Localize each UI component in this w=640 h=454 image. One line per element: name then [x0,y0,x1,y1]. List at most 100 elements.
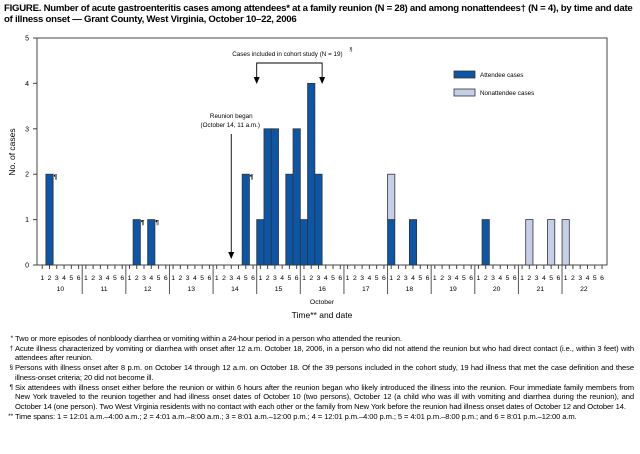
nonattendee-bar [387,173,396,220]
slot-label: 2 [309,275,313,282]
day-label: 18 [406,286,414,293]
attendee-bar [285,173,294,266]
slot-label: 3 [578,275,582,282]
slot-label: 6 [513,275,517,282]
day-label: 11 [100,286,107,293]
slot-label: 6 [208,275,212,282]
legend-label: Attendee cases [480,72,523,79]
legend-swatch [453,70,476,79]
slot-label: 1 [389,275,393,282]
slot-label: 3 [229,275,233,282]
y-axis-label: No. of cases [7,128,17,175]
slot-label: 1 [84,275,88,282]
x-axis-label: Time** and date [292,310,353,320]
day-label: 12 [144,286,152,293]
footnote-mark: ¶ [141,220,145,227]
nonattendee-bar [525,219,534,266]
slot-label: 2 [135,275,139,282]
footnote-mark: ¶ [54,174,58,181]
annotations: Cases included in cohort study (N = 19) §… [201,47,352,259]
slot-label: 3 [447,275,451,282]
attendee-bar [387,219,396,266]
reunion-label: (October 14, 11 a.m.) [201,122,260,129]
slot-label: 4 [280,275,284,282]
attendee-bar [481,219,490,266]
slot-label: 4 [106,275,110,282]
slot-label: 6 [338,275,342,282]
slot-label: 4 [498,275,502,282]
slot-label: 1 [171,275,175,282]
footnote: ¶ Six attendees with illness onset either… [9,382,635,411]
nonattendee-bar [561,219,570,266]
slot-label: 2 [527,275,531,282]
slot-label: 5 [418,275,422,282]
arrowhead [253,77,260,84]
attendee-bar [147,219,156,266]
slot-label: 3 [142,275,146,282]
slot-label: 3 [535,275,539,282]
slot-label: 5 [200,275,204,282]
slot-label: 6 [120,275,124,282]
attendee-bar [241,173,250,266]
slot-label: 2 [571,275,575,282]
slot-label: 4 [542,275,546,282]
slot-label: 6 [557,275,561,282]
slot-label: 2 [91,275,95,282]
slot-label: 5 [69,275,73,282]
slot-label: 6 [251,275,255,282]
slot-label: 1 [302,275,306,282]
footnote-mark: ¶ [155,220,159,227]
slot-label: 5 [288,275,292,282]
slot-label: 6 [600,275,604,282]
slot-label: 4 [237,275,241,282]
y-tick-label: 5 [25,36,29,43]
figure-title: FIGURE. Number of acute gastroenteritis … [4,3,633,25]
slot-label: 5 [331,275,335,282]
slot-label: 3 [55,275,59,282]
y-tick-label: 3 [25,126,29,133]
slot-label: 1 [40,275,44,282]
cohort-footnote-mark: § [349,47,352,53]
slot-label: 6 [295,275,299,282]
day-label: 22 [580,286,588,293]
slot-label: 5 [113,275,117,282]
attendee-bar [314,173,323,266]
slot-label: 2 [222,275,226,282]
slot-label: 2 [266,275,270,282]
slot-label: 3 [273,275,277,282]
y-tick-label: 0 [25,263,29,270]
slot-label: 3 [317,275,321,282]
legend-label: Nonattendee cases [480,90,534,97]
attendee-bar [408,219,418,266]
slot-label: 6 [469,275,473,282]
slot-label: 3 [404,275,408,282]
slot-label: 6 [164,275,168,282]
bars: ¶ ¶ ¶ ¶ [45,83,570,266]
footnote: ** Time spans: 1 = 12:01 a.m.–4:00 a.m.; … [8,411,577,421]
attendee-bar [270,128,279,266]
slot-label: 4 [586,275,590,282]
x-month-label: October [310,299,335,306]
y-tick-label: 1 [25,217,29,224]
slot-label: 2 [48,275,52,282]
slot-label: 4 [324,275,328,282]
slot-label: 4 [411,275,415,282]
slot-label: 1 [433,275,437,282]
attendee-bar [132,219,141,266]
slot-label: 4 [455,275,459,282]
slot-label: 2 [178,275,182,282]
day-label: 20 [493,286,501,293]
slot-label: 6 [382,275,386,282]
slot-label: 1 [477,275,481,282]
y-tick-label: 2 [25,172,29,179]
slot-label: 4 [193,275,197,282]
slot-label: 3 [360,275,364,282]
attendee-bar [299,219,308,266]
arrowhead [319,77,326,84]
attendee-bar [292,128,301,266]
day-label: 16 [318,286,326,293]
slot-label: 2 [484,275,488,282]
slot-label: 3 [99,275,103,282]
